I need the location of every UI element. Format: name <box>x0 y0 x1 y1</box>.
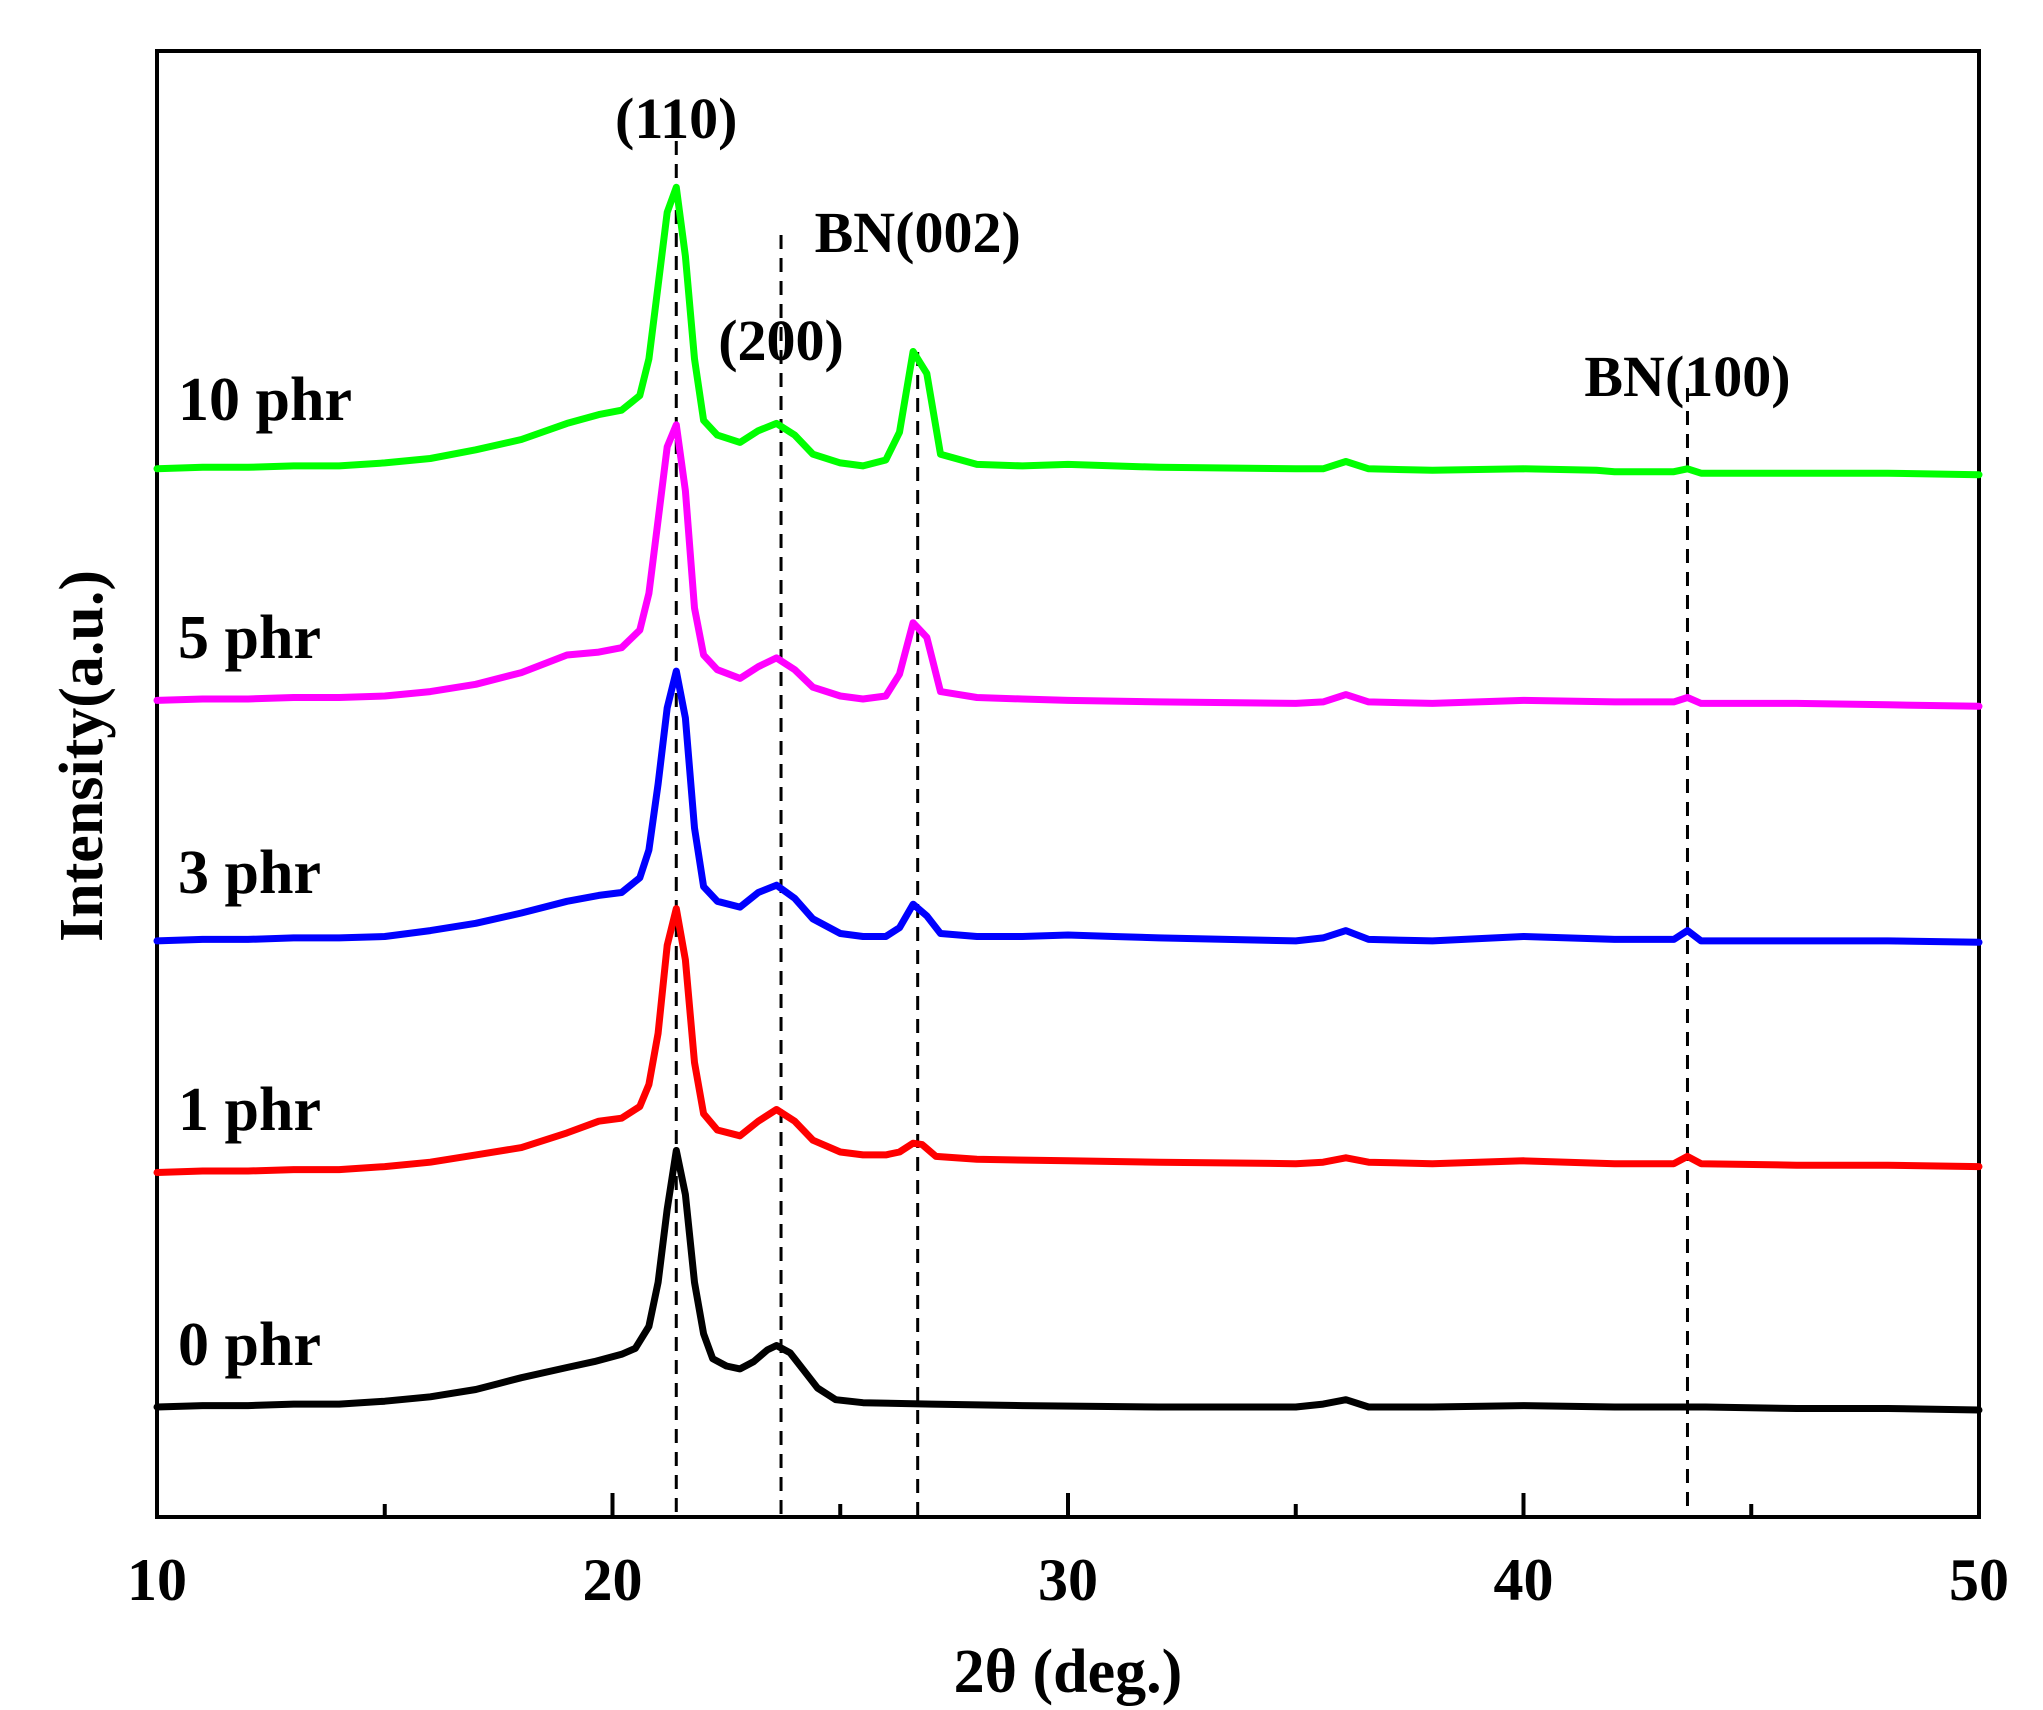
series-labels: 0 phr 1 phr 3 phr 5 phr 10 phr <box>178 366 352 1379</box>
reference-lines: (110) (200) BN(002) BN(100) <box>615 86 1791 1517</box>
x-tick-label: 40 <box>1494 1547 1554 1613</box>
x-tick-label: 20 <box>583 1547 643 1613</box>
reference-line-label: (200) <box>718 308 844 373</box>
series-line <box>153 667 1983 946</box>
series-label: 3 phr <box>178 839 321 907</box>
plot-frame <box>155 49 1981 1519</box>
series-label: 10 phr <box>178 366 352 434</box>
series-label: 5 phr <box>178 604 321 672</box>
x-tick-label: 30 <box>1038 1547 1098 1613</box>
series-line <box>153 421 1983 710</box>
series-label: 0 phr <box>178 1311 321 1379</box>
x-axis-ticks: 10 20 30 40 50 <box>127 1493 2009 1613</box>
series-line <box>153 1147 1983 1414</box>
series-line <box>153 183 1983 479</box>
x-axis-label: 2θ (deg.) <box>954 1638 1183 1706</box>
x-tick-label: 50 <box>1949 1547 2009 1613</box>
reference-line-label: BN(002) <box>815 200 1021 265</box>
y-axis-label: Intensity(a.u.) <box>48 570 116 942</box>
series-line <box>153 905 1983 1176</box>
series-label: 1 phr <box>178 1076 321 1144</box>
reference-line-label: BN(100) <box>1584 344 1790 409</box>
series-lines <box>153 183 1983 1414</box>
reference-line-label: (110) <box>615 86 737 151</box>
x-tick-label: 10 <box>127 1547 187 1613</box>
